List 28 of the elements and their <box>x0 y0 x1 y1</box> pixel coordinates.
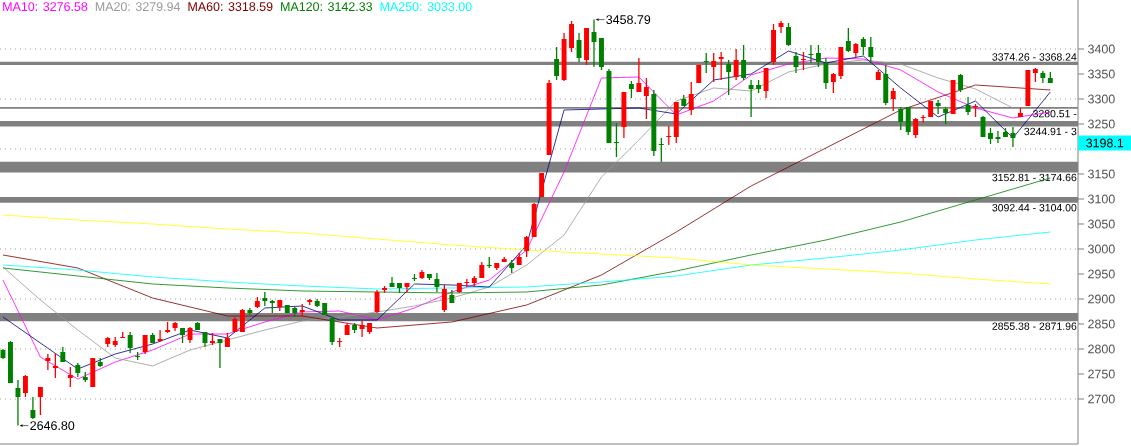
y-tick-label: 3250 <box>1088 119 1115 129</box>
text: MA250: 3033.00 <box>380 2 472 12</box>
y-tick-label: 3150 <box>1088 169 1115 179</box>
annotation: 3458.79 <box>606 15 651 25</box>
y-tick-label: 2800 <box>1088 344 1115 354</box>
y-tick-label: 3100 <box>1088 194 1115 204</box>
band-label: 3280.51 - <box>1033 109 1077 118</box>
band-label: 3152.81 - 3174.66 <box>992 173 1077 182</box>
y-tick-label: 2700 <box>1088 394 1115 404</box>
band-label: 3244.91 - 3 <box>1024 127 1077 136</box>
band-label: 3374.26 - 3368.24 <box>992 53 1077 61</box>
y-tick-label: 3300 <box>1088 94 1115 104</box>
y-tick-label: 3350 <box>1088 69 1115 79</box>
y-tick-label: 2750 <box>1088 369 1115 379</box>
y-tick-label: 3400 <box>1088 44 1115 54</box>
y-tick-label: 2850 <box>1088 319 1115 329</box>
text: MA60: 3318.59 <box>188 2 273 12</box>
band-label: 2855.38 - 2871.96 <box>992 322 1077 330</box>
y-tick-label: 3050 <box>1088 219 1115 229</box>
y-tick-label: 2900 <box>1088 294 1115 304</box>
y-tick-label: 3000 <box>1088 244 1115 254</box>
text: MA120: 3142.33 <box>281 2 373 12</box>
band-label: 3092.44 - 3104.00 <box>992 203 1077 212</box>
text: 3198.1 <box>1086 138 1124 148</box>
text: MA20: 3279.94 <box>95 2 181 12</box>
annotation: 2646.80 <box>30 421 75 431</box>
text: MA10: 3276.58 <box>3 2 88 12</box>
y-tick-label: 2950 <box>1088 269 1115 279</box>
